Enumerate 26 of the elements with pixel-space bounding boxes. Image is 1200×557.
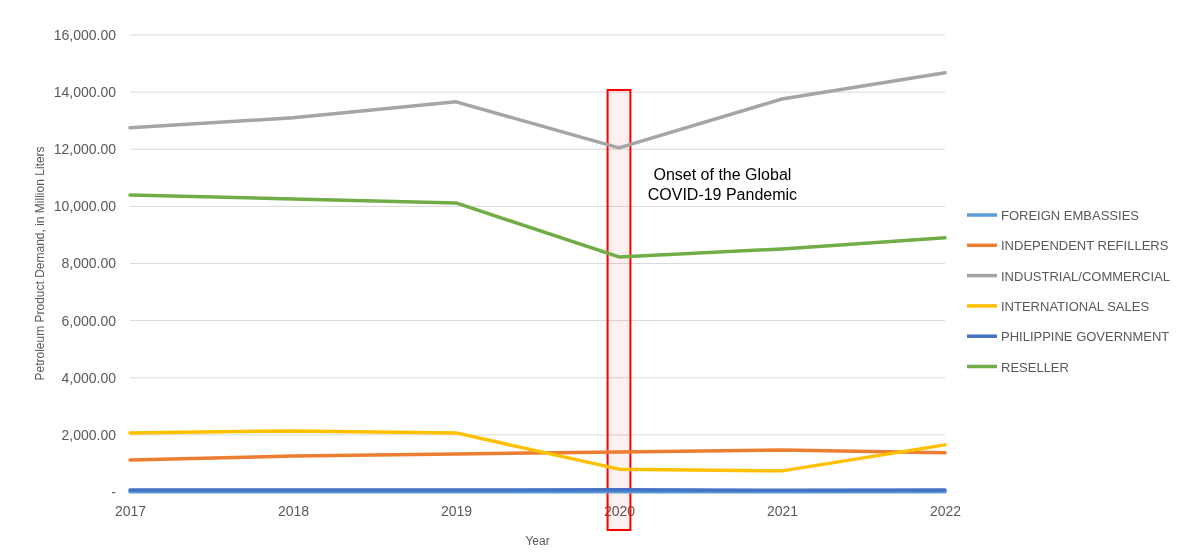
y-tick-label: 2,000.00 [61,426,117,443]
line-series [128,70,947,150]
x-tick-label: 2018 [277,502,310,519]
y-axis-title: Petroleum Product Demand, in Million Liters [33,146,47,381]
y-tick-label: 16,000.00 [53,26,117,43]
y-tick-label: 6,000.00 [61,312,117,329]
x-tick-label: 2022 [929,502,962,519]
y-tick-label: 12,000.00 [53,141,117,158]
line-series [128,448,947,462]
x-tick-label: 2021 [766,502,799,519]
legend-label: INDEPENDENT REFILLERS [1001,238,1169,254]
legend-label: INDUSTRIAL/COMMERCIAL [1001,268,1171,284]
x-tick-label: 2017 [114,502,147,519]
x-axis-title: Year [525,534,550,548]
y-tick-label: 14,000.00 [53,84,117,101]
legend-label: FOREIGN EMBASSIES [1001,208,1140,223]
y-tick-label: 4,000.00 [61,369,117,386]
legend-label: RESELLER [1001,359,1069,375]
y-tick-label: 8,000.00 [61,255,117,272]
y-tick-label: 10,000.00 [53,198,117,215]
band-label: Onset of the Global COVID-19 Pandemic [647,166,798,203]
y-tick-label: - [111,483,117,500]
legend-label: INTERNATIONAL SALES [1001,298,1150,314]
legend-label: PHILIPPINE GOVERNMENT [1001,329,1170,345]
line-series [128,429,947,473]
x-tick-label: 2019 [440,502,473,519]
